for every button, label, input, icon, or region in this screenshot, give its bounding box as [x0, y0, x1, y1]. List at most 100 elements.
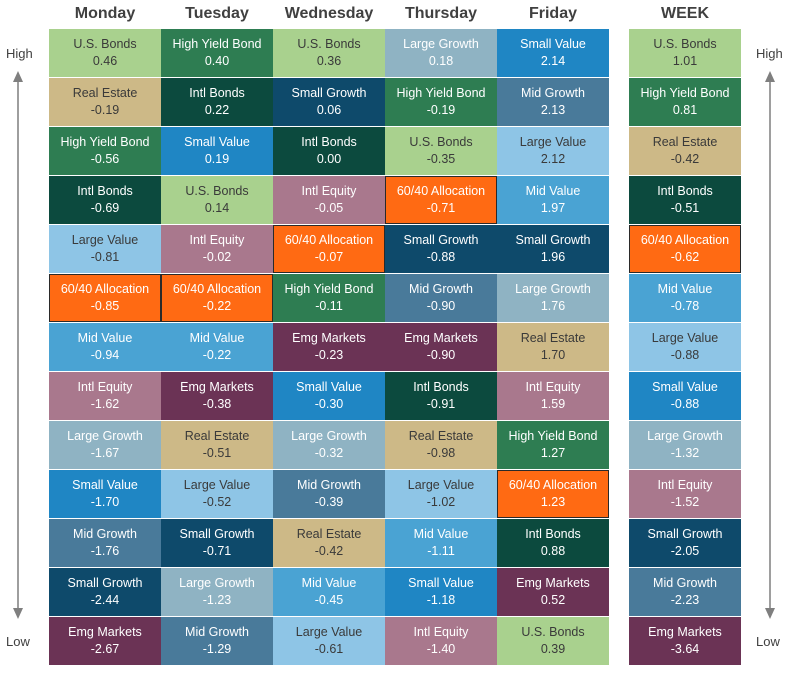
asset-label: High Yield Bond — [640, 86, 730, 100]
return-cell: Large Value -0.81 — [49, 225, 161, 273]
asset-label: Mid Growth — [409, 282, 473, 296]
column-header: Monday — [74, 5, 136, 22]
asset-label: U.S. Bonds — [521, 625, 585, 639]
return-value: -0.19 — [90, 103, 120, 117]
asset-label: Small Growth — [179, 527, 255, 541]
asset-label: Emg Markets — [648, 625, 722, 639]
return-cell: U.S. Bonds 0.46 — [49, 29, 161, 77]
return-value: 1.23 — [540, 495, 566, 509]
return-value: 0.14 — [204, 201, 230, 215]
return-value: 0.22 — [204, 103, 230, 117]
return-value: -0.35 — [426, 152, 456, 166]
column-header: Friday — [528, 5, 577, 22]
asset-label: Mid Value — [189, 331, 245, 345]
return-value: -1.02 — [426, 495, 456, 509]
return-cell: Real Estate -0.42 — [273, 519, 385, 567]
high-label-right: High — [756, 46, 783, 61]
return-value: -0.56 — [90, 152, 120, 166]
return-cell: High Yield Bond -0.19 — [385, 78, 497, 126]
return-cell: Intl Bonds 0.22 — [161, 78, 273, 126]
asset-label: Large Growth — [403, 37, 479, 51]
return-value: -0.42 — [670, 152, 700, 166]
return-value: -0.19 — [426, 103, 456, 117]
return-value: -0.05 — [314, 201, 344, 215]
return-value: 2.13 — [540, 103, 566, 117]
asset-label: Real Estate — [296, 527, 362, 541]
return-cell: U.S. Bonds 0.36 — [273, 29, 385, 77]
asset-label: Small Value — [408, 576, 474, 590]
return-cell: Mid Value -0.22 — [161, 323, 273, 371]
asset-label: 60/40 Allocation — [396, 184, 486, 198]
asset-label: U.S. Bonds — [653, 37, 717, 51]
return-value: -0.61 — [314, 642, 344, 656]
asset-label: High Yield Bond — [508, 429, 598, 443]
asset-label: Emg Markets — [180, 380, 254, 394]
return-value: -1.11 — [427, 544, 455, 558]
return-cell: Intl Bonds -0.69 — [49, 176, 161, 224]
return-cell: Real Estate -0.42 — [629, 127, 741, 175]
return-value: -2.05 — [670, 544, 700, 558]
return-cell: Emg Markets -0.23 — [273, 323, 385, 371]
return-value: -2.44 — [90, 593, 120, 607]
return-cell: 60/40 Allocation -0.85 — [49, 274, 161, 322]
return-value: -0.51 — [202, 446, 232, 460]
asset-label: Intl Equity — [525, 380, 581, 394]
return-cell: High Yield Bond 1.27 — [497, 421, 609, 469]
return-value: -0.39 — [314, 495, 344, 509]
return-value: -0.71 — [426, 201, 456, 215]
column-header: Thursday — [404, 5, 477, 22]
asset-label: Large Value — [183, 478, 251, 492]
return-value: -1.62 — [90, 397, 120, 411]
return-cell: Emg Markets 0.52 — [497, 568, 609, 616]
return-value: 2.14 — [540, 54, 566, 68]
asset-label: Mid Value — [77, 331, 133, 345]
return-cell: Small Value 0.19 — [161, 127, 273, 175]
asset-label: U.S. Bonds — [297, 37, 361, 51]
return-value: 1.97 — [540, 201, 566, 215]
high-label-left: High — [6, 46, 33, 61]
return-value: -0.51 — [670, 201, 700, 215]
return-cell: Intl Equity -1.62 — [49, 372, 161, 420]
return-cell: Intl Equity 1.59 — [497, 372, 609, 420]
return-value: -0.78 — [670, 299, 700, 313]
asset-label: Intl Equity — [77, 380, 133, 394]
asset-label: Small Growth — [647, 527, 723, 541]
return-cell: Intl Equity -1.40 — [385, 617, 497, 665]
return-cell: Small Growth -0.88 — [385, 225, 497, 273]
return-value: -0.85 — [90, 299, 120, 313]
asset-label: High Yield Bond — [172, 37, 262, 51]
return-cell: Small Growth -2.05 — [629, 519, 741, 567]
return-cell: Real Estate -0.98 — [385, 421, 497, 469]
return-cell: U.S. Bonds 0.39 — [497, 617, 609, 665]
asset-label: 60/40 Allocation — [640, 233, 730, 247]
return-value: -0.62 — [670, 250, 700, 264]
return-value: -0.52 — [202, 495, 232, 509]
low-label-left: Low — [6, 634, 30, 649]
return-value: -0.90 — [426, 348, 456, 362]
return-value: -1.40 — [426, 642, 456, 656]
asset-label: Emg Markets — [68, 625, 142, 639]
asset-label: Large Growth — [515, 282, 591, 296]
asset-label: High Yield Bond — [60, 135, 150, 149]
asset-label: Small Value — [520, 37, 586, 51]
asset-label: Small Value — [184, 135, 250, 149]
asset-label: U.S. Bonds — [73, 37, 137, 51]
return-cell: Intl Bonds 0.00 — [273, 127, 385, 175]
asset-label: Mid Growth — [297, 478, 361, 492]
asset-label: Large Growth — [179, 576, 255, 590]
asset-label: 60/40 Allocation — [172, 282, 262, 296]
return-value: -0.98 — [426, 446, 456, 460]
asset-label: Intl Bonds — [413, 380, 469, 394]
return-value: 1.70 — [540, 348, 566, 362]
return-value: -0.07 — [314, 250, 344, 264]
asset-label: Small Value — [72, 478, 138, 492]
return-value: -1.76 — [90, 544, 120, 558]
asset-label: Large Value — [651, 331, 719, 345]
asset-label: Small Value — [652, 380, 718, 394]
return-cell: Small Growth 1.96 — [497, 225, 609, 273]
return-value: -0.69 — [90, 201, 120, 215]
return-value: -1.52 — [670, 495, 700, 509]
return-value: -0.71 — [202, 544, 232, 558]
asset-label: Mid Value — [413, 527, 469, 541]
return-cell: Small Growth -2.44 — [49, 568, 161, 616]
